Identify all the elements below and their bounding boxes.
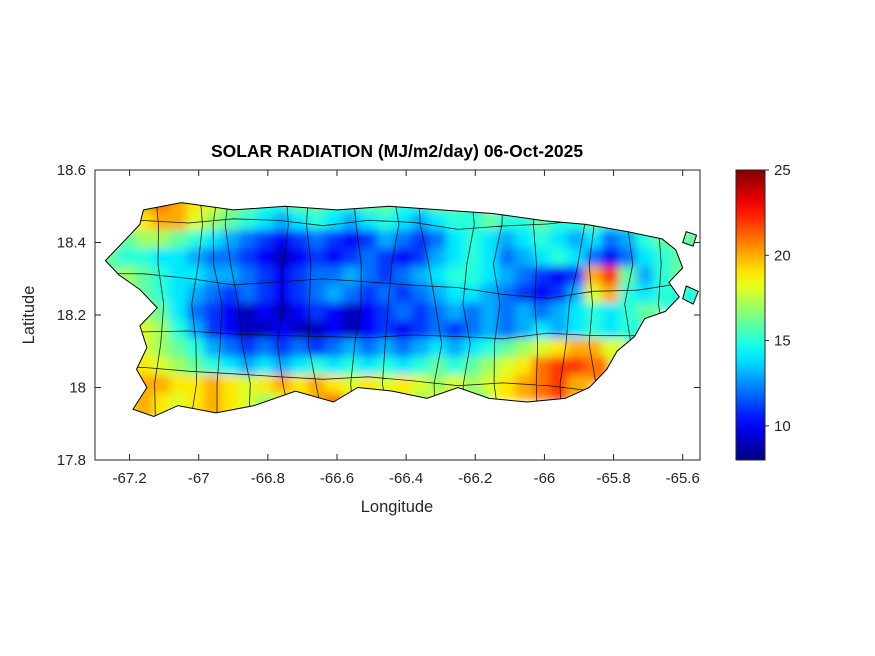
heatmap-cell (376, 393, 401, 417)
x-tick-label: -67.2 (112, 470, 146, 487)
y-tick-label: 17.8 (57, 452, 86, 469)
x-tick-label: -65.6 (666, 470, 700, 487)
y-tick-label: 18.2 (57, 307, 86, 324)
chart-title: SOLAR RADIATION (MJ/m2/day) 06-Oct-2025 (211, 141, 583, 161)
colorbar-tick-label: 20 (774, 247, 791, 264)
x-tick-label: -66.2 (458, 470, 492, 487)
axes (94, 169, 701, 461)
heatmap-cell (394, 393, 419, 417)
heatmap-cell (273, 393, 298, 417)
heatmap-cell (117, 375, 142, 400)
colorbar: 25 20 15 10 (735, 162, 791, 461)
heatmap-layer (105, 202, 699, 417)
x-tick-label: -66.6 (320, 470, 354, 487)
municipality-boundaries (105, 202, 683, 417)
colorbar-tick-label: 15 (774, 333, 791, 350)
heatmap-cell (688, 284, 699, 310)
coastline-path (104, 202, 699, 418)
y-tick-label: 18.6 (57, 162, 86, 179)
colorbar-border (735, 169, 766, 461)
x-axis-label: Longitude (361, 498, 434, 516)
coastline (104, 202, 699, 418)
x-tick-label: -65.8 (596, 470, 630, 487)
colorbar-gradient (736, 170, 765, 460)
x-tick-label: -66 (534, 470, 556, 487)
x-tick-label: -66.4 (389, 470, 423, 487)
colorbar-tick-label: 25 (774, 162, 791, 179)
colorbar-tick-label: 10 (774, 418, 791, 435)
heatmap-cell (342, 393, 367, 417)
x-tick-label: -66.8 (251, 470, 285, 487)
municipality-boundary-lines (105, 202, 683, 417)
heatmap-cell (290, 393, 315, 417)
heatmap-cell (359, 393, 384, 417)
heatmap-cell (446, 393, 470, 417)
y-tick-label: 18 (69, 380, 86, 397)
heatmap-cell (325, 393, 349, 417)
y-axis-label: Latitude (20, 286, 38, 345)
heatmap-cell (688, 230, 699, 255)
tick-labels: -67.2 -67 -66.8 -66.6 -66.4 -66.2 -66 -65.8 -65.… (57, 162, 700, 487)
y-tick-label: 18.4 (57, 235, 86, 252)
x-tick-label: -67 (188, 470, 210, 487)
heatmap-cell (670, 266, 695, 292)
